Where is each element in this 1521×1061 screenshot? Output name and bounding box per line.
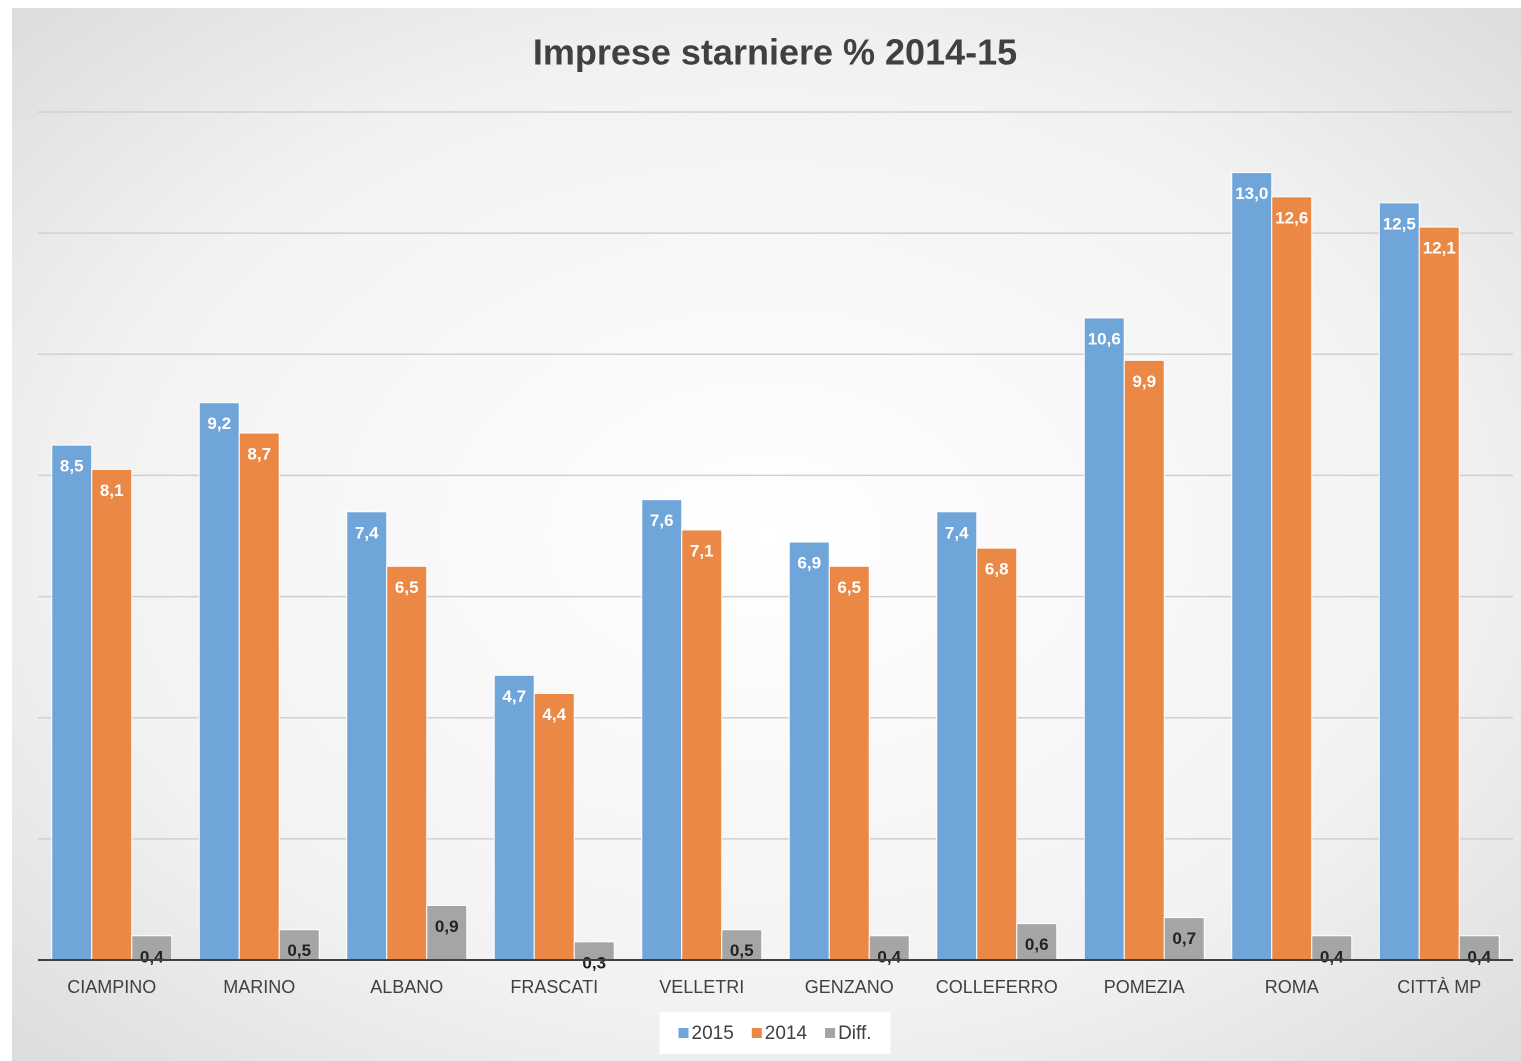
data-label: 9,2	[207, 414, 231, 433]
x-tick-label: ROMA	[1265, 977, 1319, 997]
bar	[91, 468, 133, 961]
bar	[493, 674, 535, 961]
data-label: 8,7	[247, 445, 271, 464]
bar	[238, 432, 280, 961]
bar	[936, 511, 978, 961]
x-tick-label: COLLEFERRO	[936, 977, 1058, 997]
data-label: 4,7	[502, 687, 526, 706]
data-label: 12,6	[1275, 208, 1308, 227]
bar	[1311, 935, 1353, 961]
bar	[1231, 172, 1273, 961]
chart-title: Imprese starniere % 2014-15	[533, 32, 1017, 73]
bar	[1378, 202, 1420, 961]
data-label: 12,1	[1423, 239, 1456, 258]
data-label: 0,9	[435, 917, 459, 936]
bar	[641, 499, 683, 961]
data-label: 0,5	[730, 941, 754, 960]
data-label: 10,6	[1088, 329, 1121, 348]
bar	[1083, 317, 1125, 961]
data-label: 0,4	[140, 947, 164, 966]
data-label: 7,4	[945, 523, 969, 542]
legend-swatch	[678, 1028, 689, 1038]
data-label: 6,5	[837, 578, 861, 597]
bar	[868, 935, 910, 961]
x-tick-label: MARINO	[223, 977, 295, 997]
bar	[1123, 359, 1165, 961]
bar	[1418, 226, 1460, 961]
bar	[51, 444, 93, 961]
bar	[1271, 196, 1313, 961]
bar	[386, 565, 428, 961]
bar	[533, 692, 575, 961]
data-label: 13,0	[1235, 184, 1268, 203]
data-label: 6,5	[395, 578, 419, 597]
data-label: 4,4	[542, 705, 566, 724]
data-label: 0,4	[877, 947, 901, 966]
legend-swatch	[825, 1028, 836, 1038]
x-tick-label: GENZANO	[805, 977, 894, 997]
data-label: 0,5	[287, 941, 311, 960]
bar	[426, 904, 468, 961]
x-tick-label: CITTÀ MP	[1397, 977, 1481, 997]
data-label: 0,4	[1467, 947, 1491, 966]
x-tick-label: VELLETRI	[659, 977, 744, 997]
data-label: 0,4	[1320, 947, 1344, 966]
x-tick-label: ALBANO	[370, 977, 443, 997]
data-label: 6,9	[797, 554, 821, 573]
data-label: 6,8	[985, 560, 1009, 579]
bar	[131, 935, 173, 961]
data-label: 0,6	[1025, 935, 1049, 954]
bar	[681, 529, 723, 961]
bar	[346, 511, 388, 961]
data-label: 7,1	[690, 541, 714, 560]
data-label: 7,4	[355, 523, 379, 542]
bar	[721, 929, 763, 961]
legend-label: Diff.	[838, 1023, 871, 1044]
x-tick-label: FRASCATI	[510, 977, 598, 997]
legend-label: 2014	[765, 1023, 808, 1044]
bar	[1458, 935, 1500, 961]
data-label: 12,5	[1383, 214, 1416, 233]
x-tick-label: CIAMPINO	[67, 977, 156, 997]
data-label: 0,3	[582, 953, 606, 972]
data-label: 7,6	[650, 511, 674, 530]
bar	[1163, 917, 1205, 961]
legend-swatch	[751, 1028, 762, 1038]
bar	[788, 541, 830, 961]
bar	[278, 929, 320, 961]
bar	[828, 565, 870, 961]
bar	[198, 402, 240, 961]
data-label: 0,7	[1172, 929, 1196, 948]
x-tick-label: POMEZIA	[1104, 977, 1185, 997]
legend-label: 2015	[692, 1023, 734, 1044]
data-label: 8,5	[60, 457, 84, 476]
bar	[976, 547, 1018, 961]
data-label: 8,1	[100, 481, 124, 500]
bar	[1016, 923, 1058, 961]
data-label: 9,9	[1132, 372, 1156, 391]
legend-box	[659, 1012, 891, 1054]
